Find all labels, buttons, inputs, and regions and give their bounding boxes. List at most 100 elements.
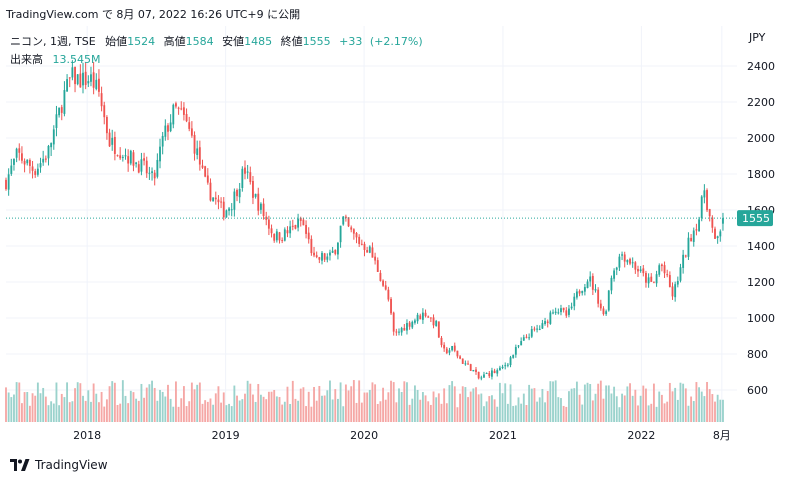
volume-bar — [7, 392, 10, 422]
candle-body — [175, 103, 177, 107]
candle-body — [164, 125, 167, 137]
candle-body — [217, 199, 220, 203]
candle-body — [98, 78, 100, 92]
volume-bar — [135, 398, 138, 422]
legend-high: 1584 — [186, 35, 214, 48]
candle-body — [135, 162, 138, 165]
candle-body — [148, 172, 151, 174]
candle-body — [262, 203, 265, 216]
candle-body — [121, 156, 124, 158]
candle-body — [326, 256, 329, 260]
candle-body — [408, 322, 411, 327]
candle-body — [652, 281, 655, 283]
volume-bar — [180, 398, 183, 422]
volume-bar — [690, 396, 693, 422]
volume-bar — [488, 396, 491, 422]
volume-bar — [647, 405, 650, 422]
candle-body — [634, 262, 637, 270]
time-axis: 2018 2019 2020 2021 2022 8月 — [73, 429, 731, 442]
volume-bar — [676, 399, 679, 422]
volume-bar — [395, 402, 398, 422]
candle-body — [546, 321, 549, 324]
candle-body — [512, 355, 515, 358]
candle-body — [339, 225, 342, 243]
volume-bar — [424, 395, 427, 422]
candle-body — [230, 209, 233, 211]
volume-bar — [31, 393, 34, 422]
x-tick-label: 2018 — [73, 429, 101, 442]
volume-bar — [427, 401, 430, 422]
volume-bar — [663, 403, 666, 422]
volume-bar — [554, 380, 557, 422]
volume-bar — [105, 399, 108, 422]
candle-body — [443, 344, 446, 349]
candle-body — [682, 254, 685, 268]
candle-body — [544, 321, 546, 324]
volume-bar — [26, 391, 29, 422]
volume-bar — [655, 406, 658, 422]
candle-body — [265, 216, 268, 220]
candle-body — [456, 350, 459, 357]
volume-bar — [475, 387, 477, 422]
volume-bar — [700, 391, 703, 422]
legend-change-pct: (+2.17%) — [370, 35, 423, 48]
volume-bar — [238, 400, 241, 422]
legend-volume-value: 13.545M — [53, 53, 101, 66]
volume-bar — [682, 383, 685, 422]
candle-body — [225, 210, 228, 218]
legend-low-label: 安値 — [222, 34, 244, 48]
footer-brand[interactable]: TradingView — [10, 456, 108, 474]
volume-bar — [615, 396, 618, 422]
volume-bar — [684, 388, 687, 422]
volume-bar — [182, 386, 185, 422]
volume-bar — [453, 386, 456, 422]
volume-bar — [212, 404, 215, 422]
candle-body — [169, 122, 172, 132]
volume-bar — [552, 381, 554, 422]
candle-body — [379, 272, 382, 281]
candle-body — [259, 203, 262, 210]
candle-body — [703, 190, 706, 198]
volume-bar — [220, 402, 223, 422]
volume-bar — [536, 401, 539, 422]
candle-body — [382, 280, 384, 286]
price-chart[interactable]: 24002200200018001600140012001000800600 2… — [0, 26, 792, 450]
candle-body — [18, 148, 21, 153]
y-tick-label: 1800 — [747, 168, 775, 181]
volume-bar — [244, 393, 246, 422]
volume-bar — [267, 391, 270, 422]
candle-body — [658, 265, 661, 275]
candle-body — [560, 308, 562, 313]
volume-bar — [246, 380, 249, 422]
candle-body — [700, 196, 703, 218]
volume-bar — [541, 388, 544, 422]
candle-body — [305, 224, 307, 234]
volume-bar — [589, 384, 592, 422]
volume-bar — [275, 396, 278, 422]
candle-body — [119, 155, 122, 159]
candle-body — [39, 163, 42, 168]
y-tick-label: 2400 — [747, 60, 775, 73]
volume-bar — [302, 387, 305, 422]
candle-body — [241, 168, 244, 188]
candle-body — [222, 201, 225, 218]
volume-bar — [445, 403, 448, 422]
volume-bar — [39, 393, 42, 422]
candle-body — [129, 150, 132, 164]
volume-bar — [350, 386, 353, 422]
candle-body — [286, 230, 289, 234]
candle-body — [103, 105, 106, 118]
volume-bar — [443, 388, 446, 422]
legend-open-label: 始値 — [105, 34, 127, 48]
candle-body — [244, 167, 246, 174]
candle-body — [498, 367, 501, 371]
candle-body — [331, 250, 334, 253]
candle-body — [87, 81, 90, 84]
legend-volume-label: 出来高 — [10, 52, 43, 66]
candle-body — [185, 114, 188, 122]
volume-bar — [66, 382, 69, 422]
candle-body — [323, 253, 326, 260]
volume-bar — [421, 392, 424, 422]
volume-bar — [363, 392, 366, 422]
candle-body — [400, 328, 403, 333]
